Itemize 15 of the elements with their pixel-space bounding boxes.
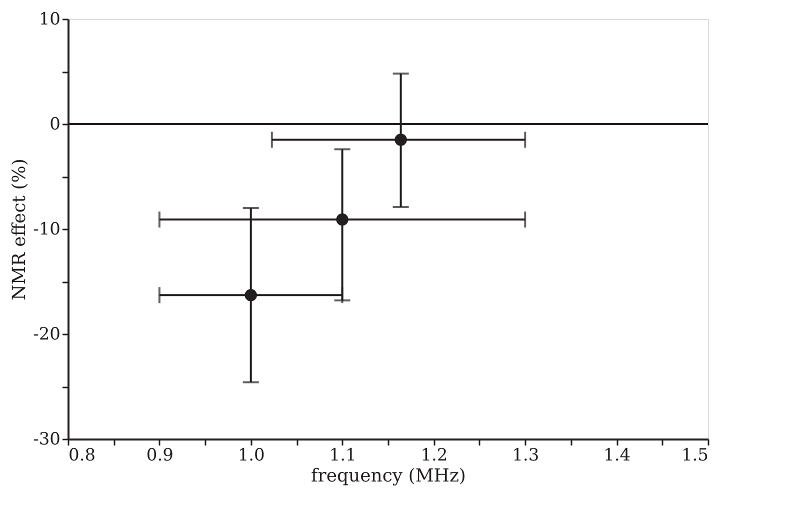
y-tick-label: -20 — [33, 324, 60, 344]
x-tick-label: 1.0 — [238, 446, 265, 466]
y-axis-title: NMR effect (%) — [9, 158, 30, 300]
y-tick-label: 0 — [50, 114, 60, 134]
x-tick-label: 0.9 — [146, 446, 174, 466]
x-tick-label: 1.2 — [420, 446, 448, 466]
x-tick-label: 1.3 — [512, 446, 540, 466]
y-tick-label: 10 — [38, 10, 60, 30]
x-tick-label: 1.1 — [329, 446, 356, 466]
x-tick-label: 1.4 — [604, 446, 631, 466]
y-tick-label: -30 — [33, 430, 60, 450]
x-axis-title: frequency (MHz) — [311, 466, 466, 486]
x-tick-label: 1.5 — [681, 446, 708, 466]
y-tick-label: -10 — [33, 220, 60, 240]
x-tick-label: 0.8 — [68, 446, 96, 466]
